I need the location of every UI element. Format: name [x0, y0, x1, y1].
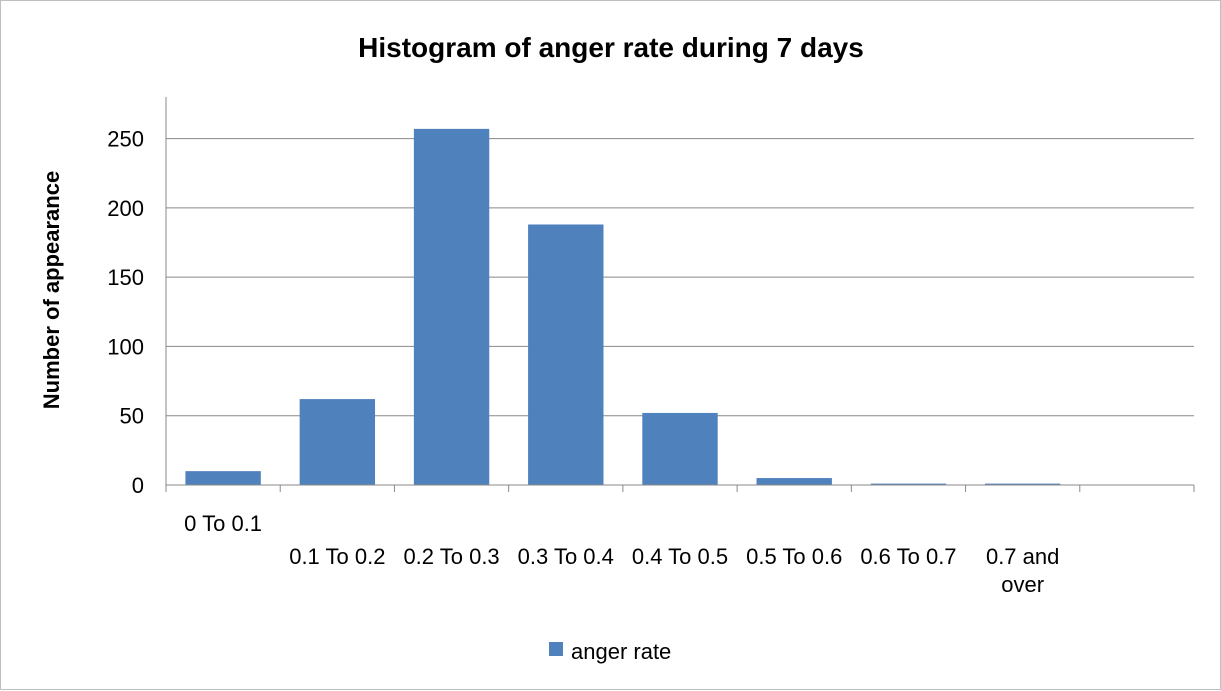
bars — [185, 128, 1061, 485]
bar-4 — [642, 412, 718, 485]
x-tick-label-0: 0 To 0.1 — [184, 511, 262, 536]
bar-5 — [756, 478, 832, 485]
y-axis-label: Number of appearance — [39, 171, 64, 409]
legend-label: anger rate — [571, 639, 671, 664]
x-tick-label-6: 0.6 To 0.7 — [860, 544, 956, 569]
bar-1 — [299, 399, 376, 485]
legend: anger rate — [549, 639, 671, 664]
y-tick-label-1: 50 — [120, 404, 144, 429]
gridlines — [166, 138, 1194, 417]
bar-6 — [870, 483, 947, 485]
y-tick-label-0: 0 — [132, 473, 144, 498]
bar-2 — [413, 128, 490, 485]
bar-3 — [528, 224, 604, 485]
x-tick-label-5: 0.5 To 0.6 — [746, 544, 842, 569]
y-tick-label-4: 200 — [107, 196, 144, 221]
bar-0 — [185, 471, 261, 485]
axes — [165, 97, 1195, 492]
x-tick-label-1: 0.1 To 0.2 — [289, 544, 385, 569]
bar-7 — [984, 483, 1061, 485]
legend-swatch — [549, 642, 563, 656]
y-tick-label-3: 150 — [107, 265, 144, 290]
chart-title: Histogram of anger rate during 7 days — [358, 32, 864, 63]
y-tick-labels: 0 50 100 150 200 250 — [107, 127, 144, 498]
x-tick-label-3: 0.3 To 0.4 — [518, 544, 614, 569]
x-tick-labels: 0 To 0.1 0.1 To 0.2 0.2 To 0.3 0.3 To 0.4 0.… — [184, 511, 1059, 597]
x-tick-label-2: 0.2 To 0.3 — [403, 544, 499, 569]
x-tick-label-4: 0.4 To 0.5 — [632, 544, 728, 569]
y-tick-label-2: 100 — [107, 334, 144, 359]
x-tick-label-7: 0.7 and over — [986, 544, 1059, 597]
y-tick-label-5: 250 — [107, 127, 144, 152]
